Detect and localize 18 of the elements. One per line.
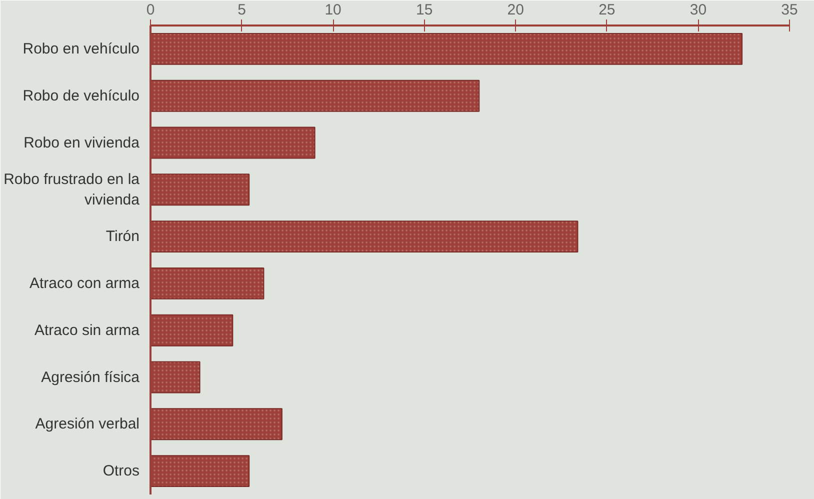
x-tick-label: 30 <box>690 2 707 18</box>
x-tick-label: 25 <box>598 2 616 18</box>
y-tick-label: Robo frustrado en la vivienda <box>4 170 140 208</box>
y-tick-label: Robo en vivienda <box>24 134 140 152</box>
x-tick-label: 10 <box>324 2 342 18</box>
y-tick-label: Tirón <box>106 228 140 246</box>
y-tick-label: Robo de vehículo <box>22 87 140 104</box>
x-tick-label: 35 <box>781 2 798 18</box>
x-tick-label: 5 <box>238 2 246 18</box>
x-tick-label: 0 <box>146 2 155 18</box>
y-tick-label: Agresión física <box>41 368 140 386</box>
y-tick-label: Otros <box>102 462 140 480</box>
y-tick-label: Atraco con arma <box>29 274 140 292</box>
x-tick-label: 15 <box>416 2 433 18</box>
y-tick-label: Robo en vehículo <box>22 40 140 58</box>
y-tick-label: Agresión verbal <box>35 416 140 433</box>
y-tick-label: Atraco sin arma <box>34 322 140 339</box>
x-tick-label: 20 <box>507 2 524 18</box>
